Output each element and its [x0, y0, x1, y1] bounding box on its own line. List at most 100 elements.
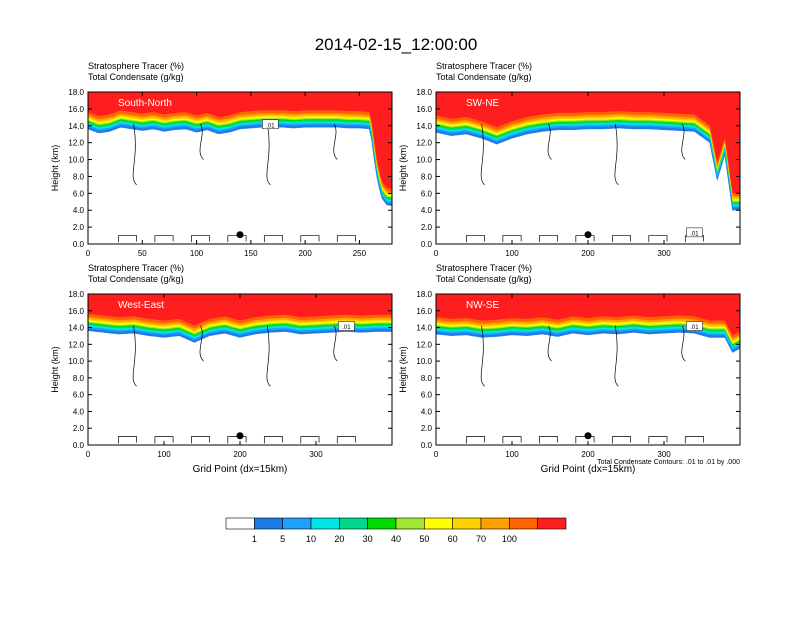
- tracer-band-10: [436, 330, 740, 353]
- x-tick-label: 50: [138, 249, 147, 258]
- contour-low-cloud: [154, 436, 174, 444]
- y-axis-label: Height (km): [398, 346, 408, 393]
- main-title: 2014-02-15_12:00:00: [315, 35, 478, 54]
- y-tick-label: 12.0: [416, 139, 432, 148]
- contour-upper-cloud: [480, 325, 485, 387]
- colorbar-swatch-2: [282, 517, 312, 530]
- y-tick-label: 12.0: [68, 139, 84, 148]
- contour-low-cloud: [502, 235, 522, 243]
- colorbar-label: 30: [363, 534, 373, 544]
- location-marker: [584, 231, 592, 239]
- contour-low-cloud: [191, 235, 210, 243]
- contour-low-cloud: [191, 436, 210, 444]
- contour-low-cloud: [154, 235, 174, 243]
- y-tick-label: 4.0: [73, 206, 85, 215]
- panel-header-tracer: Stratosphere Tracer (%): [88, 61, 184, 71]
- x-tick-label: 0: [434, 249, 439, 258]
- colorbar-swatch-8: [452, 517, 482, 530]
- contour-label: .01: [690, 325, 699, 331]
- contour-low-cloud: [648, 436, 668, 444]
- contour-upper-cloud: [547, 123, 552, 160]
- panels: Stratosphere Tracer (%)Total Condensate …: [50, 61, 741, 475]
- panel-west-east: Stratosphere Tracer (%)Total Condensate …: [50, 263, 393, 475]
- panel-header-condensate: Total Condensate (g/kg): [436, 274, 532, 284]
- contour-low-cloud: [466, 235, 485, 243]
- contour-upper-cloud: [547, 325, 552, 362]
- colorbar-swatch-6: [395, 517, 425, 530]
- panel-sw-ne: Stratosphere Tracer (%)Total Condensate …: [398, 61, 741, 258]
- colorbar-swatch-4: [339, 517, 368, 530]
- contour-label: .01: [690, 231, 699, 237]
- panel-header-condensate: Total Condensate (g/kg): [88, 274, 184, 284]
- y-axis-label: Height (km): [398, 145, 408, 192]
- y-tick-label: 14.0: [416, 324, 432, 333]
- panel-section-label: SW-NE: [466, 98, 499, 109]
- y-tick-label: 4.0: [421, 206, 433, 215]
- tracer-field: [88, 92, 392, 207]
- contour-low-cloud: [118, 436, 137, 444]
- contour-upper-cloud: [266, 124, 271, 186]
- contour-label-box: [686, 321, 703, 331]
- colorbar-label: 70: [476, 534, 486, 544]
- colorbar-swatch-3: [310, 517, 340, 530]
- colorbar-label: 60: [448, 534, 458, 544]
- y-tick-label: 10.0: [68, 357, 84, 366]
- colorbar-swatch-9: [480, 517, 510, 530]
- x-tick-label: 200: [298, 249, 312, 258]
- y-tick-label: 8.0: [73, 374, 85, 383]
- y-tick-label: 18.0: [68, 88, 84, 97]
- panel-section-label: South-North: [118, 98, 172, 109]
- x-tick-label: 100: [505, 249, 519, 258]
- contour-upper-cloud: [132, 325, 137, 387]
- contour-low-cloud: [118, 235, 137, 243]
- tracer-band-10: [88, 328, 392, 343]
- colorbar-label: 1: [252, 534, 257, 544]
- panel-section-label: NW-SE: [466, 300, 499, 311]
- y-tick-label: 10.0: [68, 156, 84, 165]
- contour-upper-cloud: [614, 124, 619, 186]
- contour-low-cloud: [336, 436, 356, 444]
- contour-upper-cloud: [132, 124, 137, 186]
- colorbar-label: 5: [280, 534, 285, 544]
- y-tick-label: 4.0: [73, 407, 85, 416]
- contour-upper-cloud: [199, 123, 204, 160]
- contour-low-cloud: [336, 235, 356, 243]
- contour-upper-cloud: [480, 124, 485, 186]
- x-tick-label: 100: [157, 450, 171, 459]
- y-tick-label: 12.0: [416, 340, 432, 349]
- panel-header-condensate: Total Condensate (g/kg): [436, 72, 532, 82]
- x-tick-label: 100: [190, 249, 204, 258]
- plot-frame: [87, 91, 393, 245]
- contour-label: .01: [342, 325, 351, 331]
- y-tick-label: 16.0: [416, 307, 432, 316]
- x-tick-label: 300: [657, 450, 671, 459]
- tracer-band-10: [436, 125, 740, 211]
- y-tick-label: 8.0: [73, 172, 85, 181]
- panel-header-condensate: Total Condensate (g/kg): [88, 72, 184, 82]
- panel-header-tracer: Stratosphere Tracer (%): [88, 263, 184, 273]
- y-tick-label: 0.0: [421, 240, 433, 249]
- y-axis-label: Height (km): [50, 346, 60, 393]
- colorbar-swatch-7: [424, 517, 453, 530]
- y-tick-label: 2.0: [73, 424, 85, 433]
- y-tick-label: 8.0: [421, 374, 433, 383]
- contour-low-cloud: [539, 436, 558, 444]
- x-tick-label: 250: [353, 249, 367, 258]
- y-tick-label: 14.0: [416, 122, 432, 131]
- colorbar: 1 5 10 20 30 40 50 60 70 100: [225, 517, 567, 544]
- contour-low-cloud: [611, 235, 631, 243]
- y-tick-label: 2.0: [421, 424, 433, 433]
- colorbar-label: 10: [306, 534, 316, 544]
- x-axis-label: Grid Point (dx=15km): [193, 464, 288, 475]
- colorbar-label: 20: [334, 534, 344, 544]
- contour-upper-cloud: [681, 123, 686, 160]
- x-tick-label: 0: [434, 450, 439, 459]
- y-tick-label: 6.0: [73, 189, 85, 198]
- panel-header-tracer: Stratosphere Tracer (%): [436, 61, 532, 71]
- y-tick-label: 12.0: [68, 340, 84, 349]
- x-tick-label: 300: [657, 249, 671, 258]
- y-tick-label: 16.0: [68, 307, 84, 316]
- contour-low-cloud: [611, 436, 631, 444]
- contour-low-cloud: [502, 436, 522, 444]
